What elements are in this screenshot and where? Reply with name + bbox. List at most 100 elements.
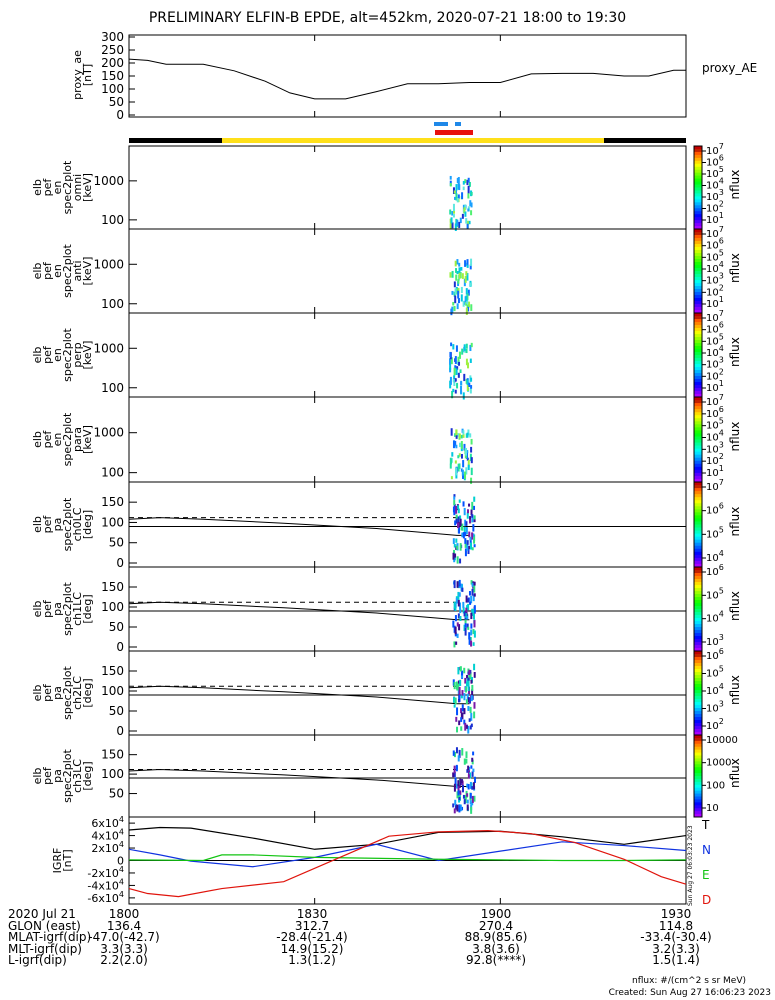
data-pixel (467, 177, 470, 183)
data-pixel (460, 441, 463, 449)
colorbar-segment (694, 196, 702, 200)
data-pixel (457, 372, 460, 378)
data-pixel (465, 595, 468, 603)
colorbar-tick-label: 104 (706, 682, 724, 697)
data-pixel (455, 429, 458, 437)
colorbar-segment (694, 560, 702, 565)
data-pixel (473, 593, 476, 597)
data-pixel (455, 514, 458, 522)
panel-ch2LC-frame (128, 650, 687, 736)
colorbar-segment (694, 313, 702, 317)
data-pixel (454, 626, 457, 635)
data-pixel (458, 361, 461, 366)
data-pixel (457, 667, 460, 675)
data-pixel (464, 615, 467, 621)
colorbar-segment (694, 178, 702, 183)
data-pixel (456, 271, 459, 275)
colorbar-segment (694, 811, 702, 815)
data-pixel (467, 697, 470, 703)
colorbar-segment (694, 295, 702, 299)
colorbar-segment (694, 530, 702, 535)
data-pixel (452, 803, 455, 808)
colorbar-segment (694, 304, 702, 308)
data-pixel (456, 633, 459, 638)
data-pixel (456, 366, 459, 370)
data-pixel (466, 804, 469, 811)
loss-cone-line (128, 517, 470, 536)
panel-para-colorbar-label: nflux (728, 422, 742, 452)
data-pixel (453, 281, 456, 288)
data-pixel (449, 209, 452, 215)
data-pixel (456, 288, 459, 295)
colorbar-segment (694, 265, 702, 269)
created-footnote: Created: Sun Aug 27 16:06:23 2023 (608, 988, 771, 998)
proxy-ae-ylabel: proxy_ae[nT] (71, 50, 94, 100)
data-pixel (471, 588, 474, 596)
data-pixel (465, 271, 468, 276)
y-tick-label: 1000 (93, 341, 124, 355)
data-pixel (469, 538, 472, 546)
colorbar-segment (694, 770, 702, 774)
data-pixel (467, 429, 470, 436)
data-pixel (454, 553, 457, 558)
data-pixel (458, 579, 461, 587)
data-pixel (453, 549, 456, 554)
data-pixel (467, 765, 470, 771)
colorbar-segment (694, 247, 702, 251)
data-pixel (462, 392, 465, 400)
data-pixel (452, 552, 455, 560)
data-pixel (453, 772, 456, 777)
colorbar-segment (694, 271, 702, 275)
data-pixel (462, 300, 465, 307)
data-pixel (458, 805, 461, 813)
colorbar-tick-label: 101 (706, 295, 724, 310)
footer-label: 2020 Jul 21 (8, 907, 76, 921)
data-pixel (463, 758, 466, 765)
data-pixel (472, 608, 475, 616)
data-pixel (470, 612, 473, 620)
colorbar-segment (694, 657, 702, 661)
colorbar-segment (694, 289, 702, 293)
data-pixel (451, 390, 454, 399)
data-pixel (458, 221, 461, 228)
colorbar-segment (694, 708, 702, 712)
colorbar-segment (694, 175, 702, 180)
data-pixel (461, 806, 464, 811)
data-pixel (460, 267, 463, 271)
data-pixel (453, 367, 456, 376)
data-pixel (469, 387, 472, 394)
colorbar-segment (694, 307, 702, 311)
data-pixel (457, 522, 460, 529)
data-pixel (470, 629, 473, 636)
data-pixel (472, 782, 475, 790)
data-pixel (449, 358, 452, 365)
colorbar-segment (694, 457, 702, 462)
data-pixel (466, 509, 469, 514)
data-pixel (460, 525, 463, 531)
colorbar-segment (694, 226, 702, 230)
data-pixel (464, 531, 467, 537)
colorbar-tick-label: 103 (706, 700, 724, 715)
footer-label: MLT-igrf(dip) (8, 941, 82, 956)
colorbar-segment (694, 349, 702, 353)
colorbar-segment (694, 594, 702, 598)
footer-value: 1830 (296, 907, 328, 921)
data-pixel (453, 209, 456, 214)
colorbar-segment (694, 184, 702, 188)
data-pixel (472, 594, 475, 602)
data-pixel (450, 428, 453, 436)
colorbar-segment (694, 262, 702, 266)
colorbar-tick-label: 106 (706, 563, 724, 578)
data-pixel (453, 682, 456, 690)
data-pixel (473, 776, 476, 783)
data-pixel (459, 369, 462, 374)
panel-omni-frame (128, 145, 687, 230)
data-pixel (470, 304, 473, 311)
data-pixel (456, 197, 459, 203)
colorbar-segment (694, 681, 702, 685)
panel-anti-ylabel: elbpefenspec2plotanti[keV] (31, 244, 94, 298)
colorbar-segment (694, 669, 702, 673)
data-pixel (454, 356, 457, 364)
data-pixel (467, 208, 470, 212)
data-pixel (473, 663, 476, 671)
